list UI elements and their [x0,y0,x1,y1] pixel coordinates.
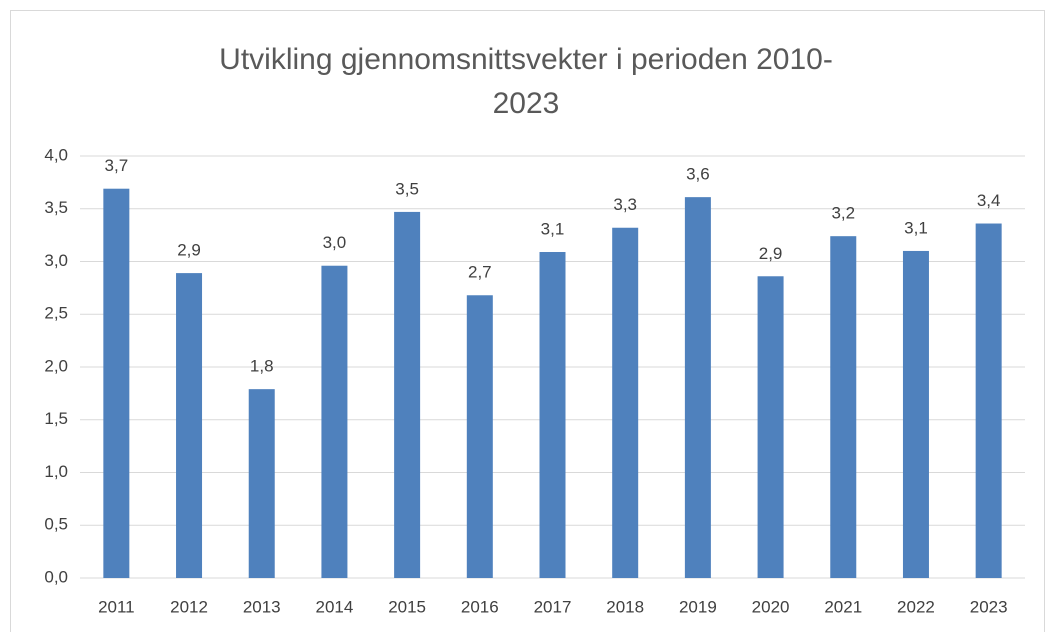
data-label: 3,2 [831,204,855,223]
y-tick-label: 4,0 [44,145,68,164]
data-label: 1,8 [250,357,274,376]
data-label: 2,9 [759,244,783,263]
y-tick-label: 2,0 [44,356,68,375]
x-tick-label: 2019 [679,597,717,616]
y-tick-label: 2,5 [44,304,68,323]
x-tick-label: 2022 [897,597,935,616]
bar [103,188,130,578]
bar [757,276,784,578]
data-label: 3,3 [613,195,637,214]
bar [684,197,711,578]
bar [321,265,348,578]
data-label: 3,0 [323,233,347,252]
x-tick-label: 2021 [824,597,862,616]
bar [612,227,639,579]
x-tick-label: 2023 [970,597,1008,616]
x-tick-label: 2012 [170,597,208,616]
data-label: 2,7 [468,263,492,282]
x-tick-label: 2017 [534,597,572,616]
bar [975,223,1002,578]
x-tick-label: 2015 [388,597,426,616]
data-label: 3,5 [395,179,419,198]
bar [830,236,857,578]
chart-border [10,10,1045,632]
bar [902,250,929,578]
chart-title: Utvikling gjennomsnittsvekter i perioden… [219,43,833,120]
data-label: 3,4 [977,191,1001,210]
bar [176,273,203,578]
data-label: 3,6 [686,165,710,184]
y-tick-label: 3,0 [44,251,68,270]
y-tick-label: 0,0 [44,567,68,586]
x-tick-label: 2011 [98,597,135,616]
data-label: 3,1 [904,218,928,237]
x-tick-label: 2013 [243,597,281,616]
x-tick-label: 2018 [606,597,644,616]
bar [248,389,275,578]
data-label: 3,7 [105,156,129,175]
y-tick-label: 0,5 [44,515,68,534]
y-tick-label: 1,5 [44,409,68,428]
x-tick-label: 2016 [461,597,499,616]
data-label: 2,9 [177,241,201,260]
x-tick-label: 2014 [316,597,354,616]
bar [539,252,566,578]
bar [466,295,493,578]
y-tick-label: 3,5 [44,198,68,217]
bar [394,211,421,579]
x-tick-label: 2020 [752,597,790,616]
data-label: 3,1 [541,219,565,238]
y-tick-label: 1,0 [44,462,68,481]
